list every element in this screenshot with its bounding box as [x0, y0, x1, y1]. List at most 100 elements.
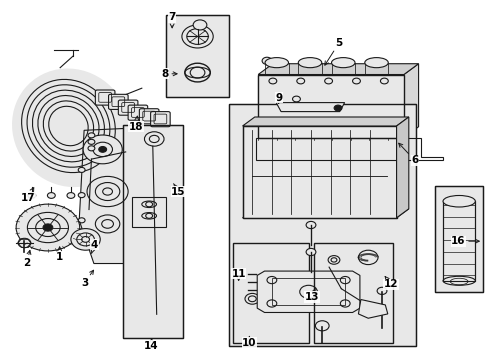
Polygon shape [358, 300, 387, 318]
Circle shape [28, 193, 36, 198]
Polygon shape [242, 117, 408, 126]
Ellipse shape [364, 58, 387, 68]
Bar [166, 15, 228, 97]
Text: 13: 13 [304, 289, 319, 302]
Circle shape [299, 285, 317, 298]
Text: 15: 15 [171, 184, 185, 197]
Circle shape [71, 229, 100, 250]
Ellipse shape [12, 68, 129, 187]
Circle shape [244, 293, 259, 304]
Bar [314, 243, 392, 343]
FancyBboxPatch shape [118, 100, 138, 115]
Text: 9: 9 [275, 93, 282, 103]
Text: 4: 4 [90, 240, 98, 253]
Text: 7: 7 [168, 12, 176, 28]
Bar [166, 15, 228, 97]
Circle shape [315, 321, 328, 331]
Circle shape [268, 78, 276, 84]
Circle shape [333, 105, 341, 111]
Bar [228, 104, 415, 346]
Bar [123, 125, 183, 338]
Circle shape [88, 139, 95, 144]
Circle shape [266, 276, 276, 284]
Text: 8: 8 [161, 69, 177, 79]
Text: 11: 11 [231, 269, 245, 280]
Circle shape [296, 78, 304, 84]
Polygon shape [403, 64, 418, 138]
Circle shape [67, 193, 75, 198]
Polygon shape [396, 117, 408, 218]
Circle shape [193, 20, 206, 30]
Circle shape [273, 289, 285, 297]
Circle shape [305, 221, 315, 229]
Circle shape [95, 183, 120, 201]
Polygon shape [276, 103, 344, 112]
Circle shape [144, 132, 163, 146]
Polygon shape [79, 129, 137, 264]
Circle shape [324, 78, 332, 84]
Ellipse shape [331, 58, 354, 68]
Text: 18: 18 [128, 116, 143, 132]
Ellipse shape [298, 58, 321, 68]
Text: 10: 10 [242, 337, 256, 348]
Circle shape [182, 25, 213, 48]
Circle shape [352, 78, 360, 84]
Text: 14: 14 [144, 339, 159, 351]
Text: 12: 12 [383, 276, 398, 289]
Circle shape [88, 146, 95, 151]
Bar [434, 186, 482, 292]
Bar [434, 186, 482, 292]
Circle shape [99, 147, 106, 152]
Text: 2: 2 [23, 250, 31, 268]
Circle shape [78, 167, 85, 172]
Circle shape [18, 238, 31, 248]
Text: 6: 6 [398, 143, 417, 165]
FancyBboxPatch shape [150, 112, 170, 127]
Circle shape [292, 96, 300, 102]
Text: 3: 3 [81, 270, 93, 288]
Circle shape [376, 287, 386, 294]
Text: 1: 1 [56, 247, 63, 262]
Polygon shape [258, 64, 418, 75]
Circle shape [88, 133, 95, 138]
Bar [258, 75, 403, 138]
Circle shape [27, 212, 68, 243]
Circle shape [380, 78, 387, 84]
Circle shape [305, 248, 315, 256]
Circle shape [78, 193, 85, 198]
Polygon shape [242, 209, 408, 218]
Circle shape [340, 276, 349, 284]
Bar [271, 278, 345, 305]
Bar [232, 243, 308, 343]
Polygon shape [257, 271, 359, 312]
Text: 17: 17 [20, 188, 35, 203]
Circle shape [77, 233, 94, 246]
Circle shape [87, 176, 128, 207]
Bar [242, 126, 396, 218]
Bar [242, 126, 396, 218]
Ellipse shape [264, 58, 288, 68]
Bar [258, 75, 403, 138]
Circle shape [327, 256, 339, 264]
Circle shape [340, 300, 349, 307]
Circle shape [78, 243, 85, 248]
Circle shape [83, 135, 122, 164]
Text: 16: 16 [450, 236, 478, 246]
Circle shape [266, 300, 276, 307]
FancyBboxPatch shape [139, 109, 159, 124]
Ellipse shape [442, 195, 474, 207]
Bar [123, 125, 183, 338]
Text: 5: 5 [324, 38, 342, 65]
Circle shape [16, 204, 80, 251]
Circle shape [262, 57, 271, 64]
Bar [132, 197, 166, 227]
FancyBboxPatch shape [108, 94, 128, 109]
FancyBboxPatch shape [128, 105, 147, 120]
Bar [442, 201, 474, 281]
Circle shape [78, 218, 85, 223]
Circle shape [43, 224, 53, 231]
Bar [228, 104, 415, 346]
FancyBboxPatch shape [95, 90, 115, 105]
Circle shape [95, 215, 120, 233]
Circle shape [47, 193, 55, 198]
